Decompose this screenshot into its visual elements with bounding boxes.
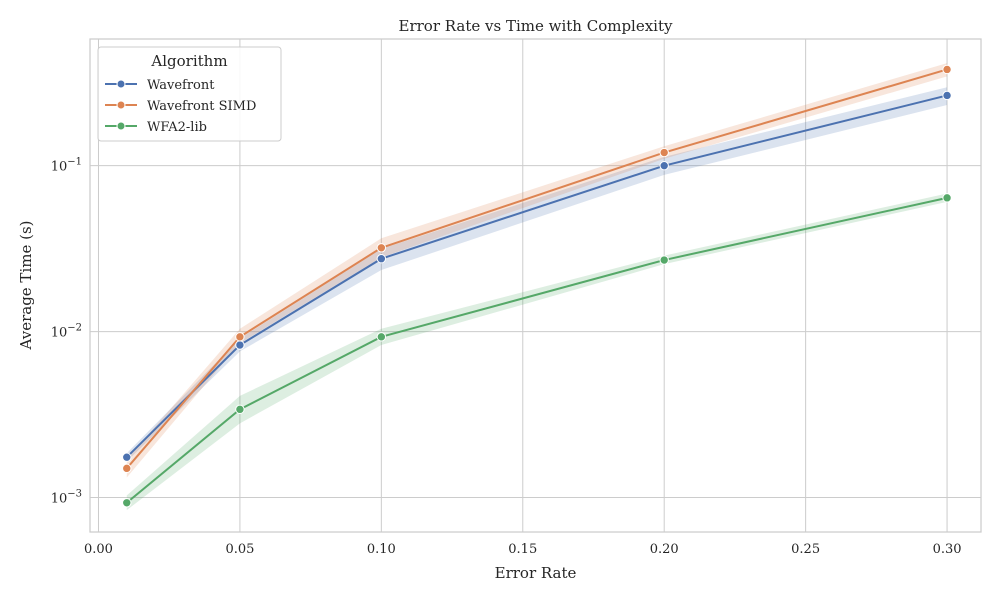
legend-label-0: Wavefront <box>147 78 215 93</box>
x-tick-label: 0.20 <box>650 542 679 557</box>
legend-title: Algorithm <box>150 52 227 70</box>
data-point <box>122 498 132 508</box>
x-axis-ticks: 0.00 0.05 0.10 0.15 0.20 0.25 0.30 <box>84 542 962 557</box>
legend: Algorithm Wavefront Wavefront SIMD WFA2-li… <box>97 46 282 142</box>
legend-marker-2 <box>116 121 126 131</box>
legend-marker-0 <box>116 79 126 89</box>
legend-items: Wavefront Wavefront SIMD WFA2-lib <box>105 78 256 135</box>
data-point <box>659 160 669 171</box>
legend-box <box>97 46 282 142</box>
data-point <box>942 64 952 75</box>
confidence-bands <box>126 63 948 511</box>
confidence-band-0 <box>126 87 948 462</box>
x-tick-label: 0.15 <box>508 542 537 557</box>
x-tick-label: 0.30 <box>933 542 962 557</box>
data-point <box>235 340 245 350</box>
data-point <box>235 332 245 342</box>
data-point <box>376 332 387 342</box>
data-point <box>122 463 132 474</box>
data-point <box>376 243 387 253</box>
chart-title: Error Rate vs Time with Complexity <box>399 17 674 35</box>
legend-label-2: WFA2-lib <box>147 120 207 135</box>
legend-marker-1 <box>116 100 126 110</box>
data-point <box>659 147 669 158</box>
data-point <box>942 90 952 101</box>
y-tick-label: 10−3 <box>51 489 82 507</box>
legend-label-1: Wavefront SIMD <box>147 99 256 114</box>
data-point <box>122 452 132 462</box>
data-point <box>659 255 669 265</box>
y-axis-label: Average Time (s) <box>17 220 35 350</box>
x-tick-label: 0.05 <box>225 542 254 557</box>
x-tick-label: 0.25 <box>791 542 820 557</box>
data-point <box>235 404 245 415</box>
x-axis-label: Error Rate <box>495 564 577 582</box>
y-axis-ticks: 10−3 10−2 10−1 <box>51 157 82 507</box>
series-points <box>122 64 952 508</box>
x-tick-label: 0.00 <box>84 542 113 557</box>
y-tick-label: 10−1 <box>51 157 82 175</box>
data-point <box>376 254 387 264</box>
data-point <box>942 193 952 203</box>
plot-frame <box>89 38 982 533</box>
grid <box>90 39 981 532</box>
x-tick-label: 0.10 <box>367 542 396 557</box>
y-tick-label: 10−2 <box>51 323 82 341</box>
